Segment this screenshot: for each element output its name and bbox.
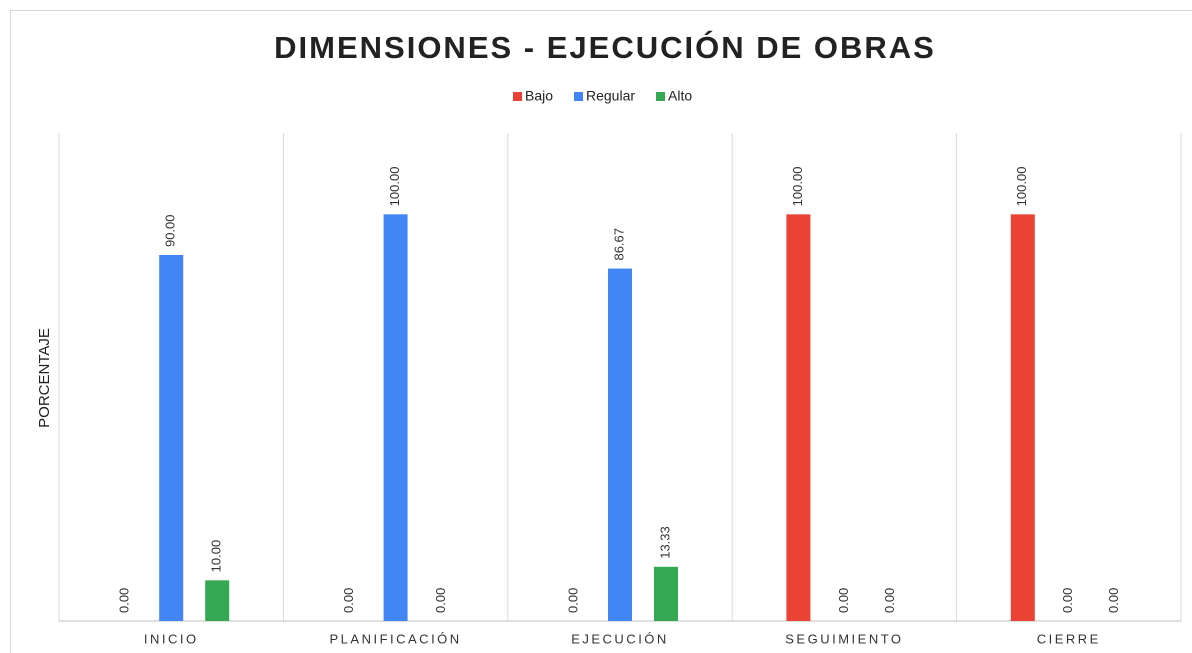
x-tick-label: EJECUCIÓN xyxy=(571,631,669,646)
bar xyxy=(786,214,811,622)
value-label: 13.33 xyxy=(657,526,672,559)
bar xyxy=(654,566,678,621)
value-label: 0.00 xyxy=(341,588,356,613)
bar xyxy=(1010,214,1035,622)
legend-label: Bajo xyxy=(525,88,553,104)
value-label: 100.00 xyxy=(1014,167,1029,207)
x-tick-label: CIERRE xyxy=(1037,631,1101,646)
value-label: 0.00 xyxy=(836,588,851,613)
legend-swatch xyxy=(574,92,583,101)
bar xyxy=(608,268,632,621)
bar xyxy=(383,214,408,622)
chart-frame xyxy=(10,10,1192,653)
chart-title: DIMENSIONES - EJECUCIÓN DE OBRAS xyxy=(274,29,936,65)
bar xyxy=(205,580,230,621)
value-label: 0.00 xyxy=(433,588,448,613)
value-label: 0.00 xyxy=(882,588,897,613)
value-label: 0.00 xyxy=(117,588,132,613)
value-label: 100.00 xyxy=(790,167,805,207)
value-label: 90.00 xyxy=(163,214,178,247)
x-tick-label: PLANIFICACIÓN xyxy=(330,631,462,646)
x-tick-label: SEGUIMIENTO xyxy=(785,631,903,646)
legend-label: Regular xyxy=(586,88,635,104)
value-label: 0.00 xyxy=(1060,588,1075,613)
x-tick-label: INICIO xyxy=(144,631,199,646)
bar xyxy=(159,255,184,621)
value-label: 0.00 xyxy=(565,588,580,613)
value-label: 86.67 xyxy=(611,228,626,261)
value-label: 0.00 xyxy=(1106,588,1121,613)
y-axis-label: PORCENTAJE xyxy=(36,328,53,428)
legend-swatch xyxy=(656,92,665,101)
legend-swatch xyxy=(513,92,522,101)
value-label: 10.00 xyxy=(209,540,224,573)
value-label: 100.00 xyxy=(387,167,402,207)
legend-label: Alto xyxy=(668,88,692,104)
